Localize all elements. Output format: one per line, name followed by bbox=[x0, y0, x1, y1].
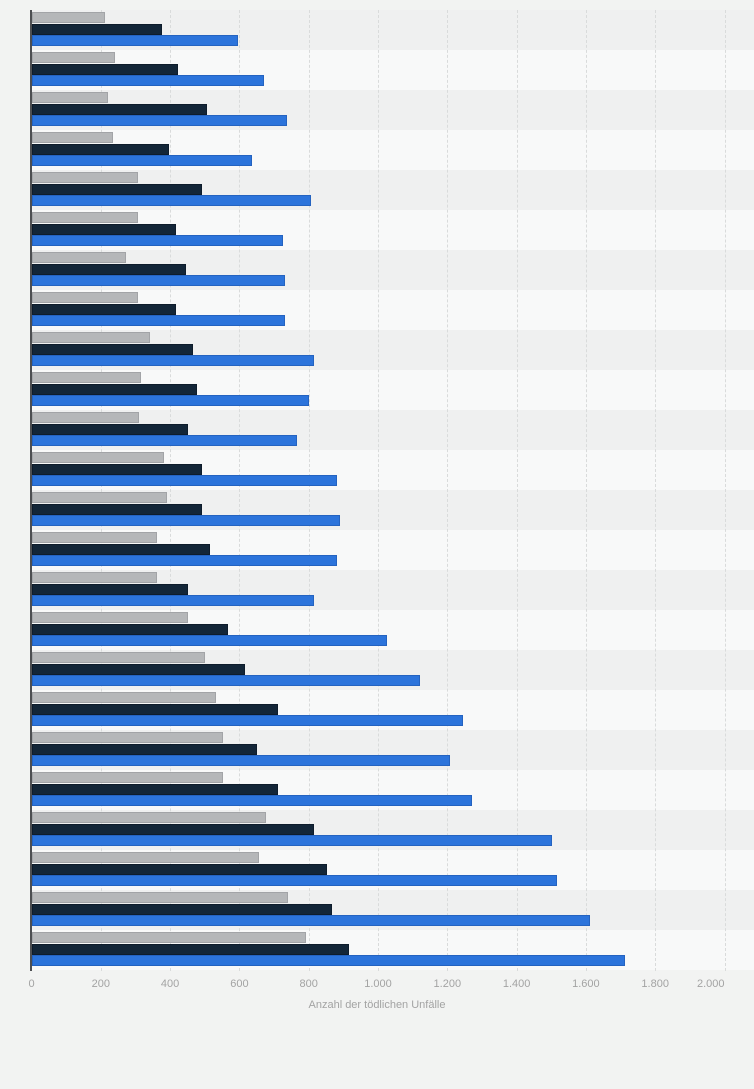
bar-group5-series-gray bbox=[32, 172, 138, 183]
bar-group20-series-gray bbox=[32, 772, 223, 783]
bar-group6-series-darkblue bbox=[32, 223, 176, 235]
bar-group11-series-blue bbox=[32, 435, 298, 446]
bar-group24-series-gray bbox=[32, 932, 306, 943]
bar-group8-series-darkblue bbox=[32, 303, 176, 315]
x-tick-label-1.400: 1.400 bbox=[502, 978, 531, 990]
bar-group7-series-gray bbox=[32, 252, 126, 263]
bar-group6-series-blue bbox=[32, 235, 284, 246]
bar-group8-series-gray bbox=[32, 292, 138, 303]
bar-group23-series-gray bbox=[32, 892, 289, 903]
bar-group16-series-darkblue bbox=[32, 623, 228, 635]
gridline-200 bbox=[100, 10, 102, 971]
bar-group15-series-blue bbox=[32, 595, 315, 606]
gridline-1600 bbox=[585, 10, 587, 971]
bar-group10-series-darkblue bbox=[32, 383, 197, 395]
gridline-400 bbox=[170, 10, 172, 971]
x-axis-title: Anzahl der tödlichen Unfälle bbox=[308, 999, 446, 1011]
x-tick-label-200: 200 bbox=[91, 978, 110, 990]
bar-group9-series-darkblue bbox=[32, 343, 194, 355]
bar-group19-series-darkblue bbox=[32, 743, 258, 755]
bar-group20-series-blue bbox=[32, 795, 473, 806]
gridline-1800 bbox=[655, 10, 657, 971]
bar-group15-series-darkblue bbox=[32, 583, 188, 595]
x-tick-label-2.000: 2.000 bbox=[696, 978, 725, 990]
bar-group5-series-darkblue bbox=[32, 183, 202, 195]
bar-group15-series-gray bbox=[32, 572, 157, 583]
bar-group7-series-darkblue bbox=[32, 263, 187, 275]
x-tick-label-400: 400 bbox=[160, 978, 180, 990]
bar-group11-series-gray bbox=[32, 412, 140, 423]
bar-group22-series-gray bbox=[32, 852, 259, 863]
gridline-600 bbox=[239, 10, 241, 971]
bar-group3-series-gray bbox=[32, 92, 109, 103]
bar-group12-series-gray bbox=[32, 452, 164, 463]
bar-group20-series-darkblue bbox=[32, 783, 278, 795]
bar-group1-series-gray bbox=[32, 12, 105, 23]
bar-group24-series-blue bbox=[32, 955, 625, 966]
bar-group14-series-blue bbox=[32, 555, 337, 566]
bar-group9-series-gray bbox=[32, 332, 150, 343]
bar-group19-series-blue bbox=[32, 755, 450, 766]
bar-group22-series-blue bbox=[32, 875, 557, 886]
bar-group10-series-gray bbox=[32, 372, 142, 383]
bar-group6-series-gray bbox=[32, 212, 138, 223]
bar-group21-series-darkblue bbox=[32, 823, 315, 835]
bar-group3-series-blue bbox=[32, 115, 287, 126]
gridline-1200 bbox=[447, 10, 449, 971]
bar-group21-series-gray bbox=[32, 812, 266, 823]
gridline-800 bbox=[308, 10, 310, 971]
gridline-1000 bbox=[378, 10, 379, 971]
bar-group16-series-blue bbox=[32, 635, 388, 646]
bar-group5-series-blue bbox=[32, 195, 311, 206]
bar-group8-series-blue bbox=[32, 315, 285, 326]
bar-group2-series-darkblue bbox=[32, 63, 178, 75]
bar-group22-series-darkblue bbox=[32, 863, 327, 875]
bar-group9-series-blue bbox=[32, 355, 315, 366]
bar-group2-series-blue bbox=[32, 75, 265, 86]
bar-group14-series-darkblue bbox=[32, 543, 211, 555]
bar-group13-series-blue bbox=[32, 515, 341, 526]
bar-group18-series-darkblue bbox=[32, 703, 278, 715]
gridline-1400 bbox=[516, 10, 518, 971]
bar-group24-series-darkblue bbox=[32, 943, 350, 955]
bar-group11-series-darkblue bbox=[32, 423, 188, 435]
x-tick-label-1.800: 1.800 bbox=[641, 978, 669, 990]
bar-group4-series-darkblue bbox=[32, 143, 169, 155]
x-tick-label-600: 600 bbox=[230, 978, 249, 990]
bar-group10-series-blue bbox=[32, 395, 310, 406]
bar-group18-series-blue bbox=[32, 715, 464, 726]
bar-group12-series-darkblue bbox=[32, 463, 202, 475]
bar-group13-series-gray bbox=[32, 492, 168, 503]
x-tick-label-800: 800 bbox=[299, 978, 318, 990]
x-tick-label-0: 0 bbox=[28, 978, 35, 990]
x-tick-label-1.000: 1.000 bbox=[364, 978, 392, 990]
bar-group7-series-blue bbox=[32, 275, 285, 286]
bar-group12-series-blue bbox=[32, 475, 337, 486]
bar-group21-series-blue bbox=[32, 835, 552, 846]
bar-group1-series-darkblue bbox=[32, 23, 162, 35]
bar-group17-series-blue bbox=[32, 675, 421, 686]
bar-group3-series-darkblue bbox=[32, 103, 207, 115]
bar-group17-series-darkblue bbox=[32, 663, 246, 675]
bar-group2-series-gray bbox=[32, 52, 116, 63]
x-tick-label-1.200: 1.200 bbox=[433, 978, 462, 990]
bar-group17-series-gray bbox=[32, 652, 206, 663]
x-tick-label-1.600: 1.600 bbox=[572, 978, 600, 990]
bar-group4-series-blue bbox=[32, 155, 253, 166]
bar-group23-series-darkblue bbox=[32, 903, 332, 915]
bar-group16-series-gray bbox=[32, 612, 188, 623]
bar-group18-series-gray bbox=[32, 692, 216, 703]
bar-group1-series-blue bbox=[32, 35, 239, 46]
bar-group19-series-gray bbox=[32, 732, 223, 743]
bar-group23-series-blue bbox=[32, 915, 590, 926]
bar-group4-series-gray bbox=[32, 132, 114, 143]
y-axis-line bbox=[30, 10, 32, 971]
bar-group13-series-darkblue bbox=[32, 503, 202, 515]
gridline-2000 bbox=[724, 10, 726, 971]
bar-group14-series-gray bbox=[32, 532, 157, 543]
